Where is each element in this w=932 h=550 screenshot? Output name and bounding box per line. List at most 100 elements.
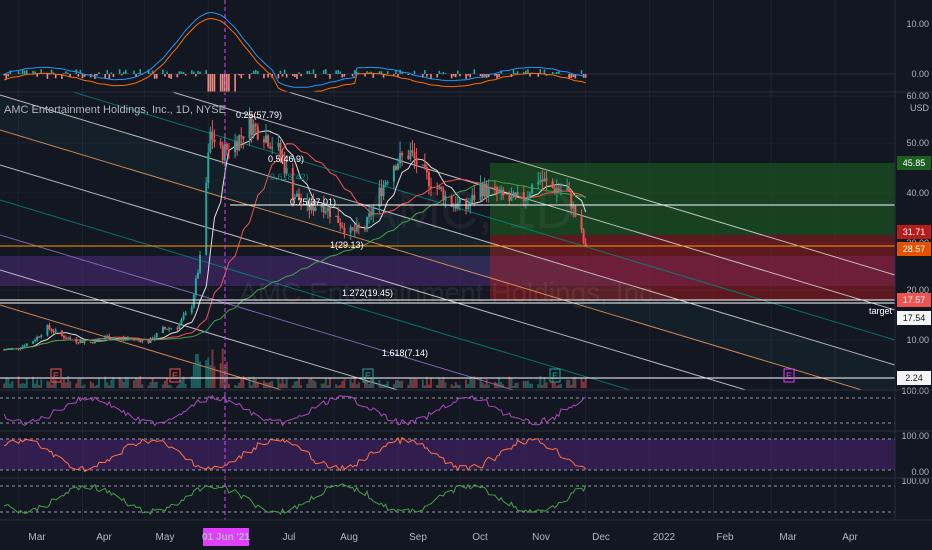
candle-body (192, 294, 195, 308)
fib-line-6[interactable] (0, 199, 895, 470)
badge-bg (897, 242, 931, 256)
volume-bar (314, 381, 317, 388)
volume-bar (357, 382, 360, 388)
candle-body (355, 224, 358, 232)
volume-bar (458, 385, 461, 388)
oscillator-3-line[interactable] (3, 483, 587, 516)
macd-hist (467, 74, 469, 76)
macd-hist (19, 73, 22, 74)
volume-bar (487, 384, 490, 388)
price-badge-2[interactable]: 28.57 (897, 242, 931, 256)
fib-line-3[interactable] (0, 94, 895, 366)
macd-hist (382, 74, 385, 78)
macd-hist (372, 74, 375, 78)
volume-bar (178, 383, 181, 388)
time-label: Sep (409, 532, 427, 543)
volume-bar (225, 361, 228, 388)
candle-body (337, 215, 340, 223)
macd-hist (355, 71, 358, 74)
candle-body (454, 205, 457, 209)
volume-bar (531, 383, 534, 388)
candle-body (399, 152, 402, 164)
macd-hist (512, 69, 515, 74)
macd-hist (213, 74, 216, 92)
fib-line-1[interactable] (0, 40, 895, 311)
candle-body (79, 340, 82, 343)
price-tick: 50.00 (906, 138, 929, 148)
volume-bar (559, 384, 562, 388)
macd-hist (283, 69, 286, 74)
earnings-label: E (552, 371, 558, 381)
candle-body (310, 201, 313, 211)
fib-line-4[interactable] (0, 129, 895, 400)
time-axis[interactable]: Mar Apr May Jul Aug Sep Oct Nov Dec 2022 Feb Mar Apr… (28, 528, 858, 546)
moving-average-10[interactable] (4, 130, 587, 351)
price-badge-0[interactable]: 45.85 (897, 156, 931, 170)
price-badge-3[interactable]: 17.57 (897, 293, 931, 307)
candle-body (372, 207, 375, 216)
candle-body (93, 339, 96, 344)
moving-average-100[interactable] (4, 180, 586, 351)
candle-body (194, 278, 197, 295)
oscillator-1-line[interactable] (3, 394, 586, 427)
volume-bar (551, 377, 554, 388)
volume-bar (265, 382, 268, 388)
earnings-marker-2[interactable]: E (362, 368, 374, 383)
macd-line[interactable] (3, 12, 586, 88)
candle-body (300, 200, 303, 203)
candle-body (83, 341, 86, 343)
candle-body (153, 337, 156, 340)
price-badge-5[interactable]: 2.24 (897, 371, 931, 385)
earnings-marker-1[interactable]: E (169, 368, 181, 383)
volume-bar (324, 378, 327, 388)
macd-hist (256, 70, 259, 74)
fib-label-6: 1.618(7.14) (382, 348, 428, 358)
fib-line-0[interactable] (0, 5, 895, 276)
volume-bar (570, 384, 573, 388)
price-tick: 10.00 (906, 335, 929, 345)
volume-bar (580, 378, 583, 388)
macd-signal-line[interactable] (3, 18, 586, 94)
fib-line-8[interactable] (0, 269, 895, 540)
candle-body (584, 242, 587, 246)
badge-bg (897, 311, 931, 325)
price-axis[interactable]: 60.0050.0040.0030.0020.0010.00USD10.000.… (869, 19, 931, 486)
volume-bar (355, 384, 358, 388)
macd-hist (485, 74, 488, 78)
candle-body (580, 216, 583, 230)
candle-body (366, 216, 369, 230)
macd-hist (386, 71, 389, 74)
badge-value: 31.71 (903, 227, 926, 237)
earnings-marker-3[interactable]: E (549, 368, 561, 383)
macd-hist (3, 74, 5, 76)
candle-body (514, 192, 517, 195)
price-badge-1[interactable]: 31.71 (897, 225, 931, 239)
symbol-title[interactable]: AMC Entertainment Holdings, Inc., 1D, NY… (4, 104, 226, 116)
macd-hist (98, 72, 100, 74)
macd-hist (32, 70, 34, 74)
fib-label-3: 0.75(37.01) (290, 197, 336, 207)
volume-bar (483, 384, 486, 388)
macd-hist (397, 74, 399, 78)
macd-hist (537, 74, 540, 77)
time-highlight[interactable]: 01 Jun '21 (202, 528, 250, 546)
fib-line-7[interactable] (0, 234, 895, 505)
volume-bar (524, 381, 527, 388)
osc1-tick: 100.00 (901, 386, 929, 396)
earnings-marker-0[interactable]: E (50, 368, 62, 383)
oscillator-2-line[interactable] (3, 436, 587, 473)
volume-bar (77, 379, 80, 388)
volume-bar (310, 378, 313, 388)
volume-bar (291, 385, 294, 388)
candle-body (176, 328, 179, 330)
fib-line-9[interactable] (0, 304, 895, 550)
volume-bar (166, 378, 169, 388)
volume-bar (368, 383, 371, 388)
earnings-marker-4[interactable]: E (783, 368, 795, 383)
price-badge-4[interactable]: 17.54 (897, 311, 931, 325)
volume-bar (382, 384, 385, 388)
macd-hist (164, 74, 166, 77)
macd-hist (444, 73, 447, 74)
